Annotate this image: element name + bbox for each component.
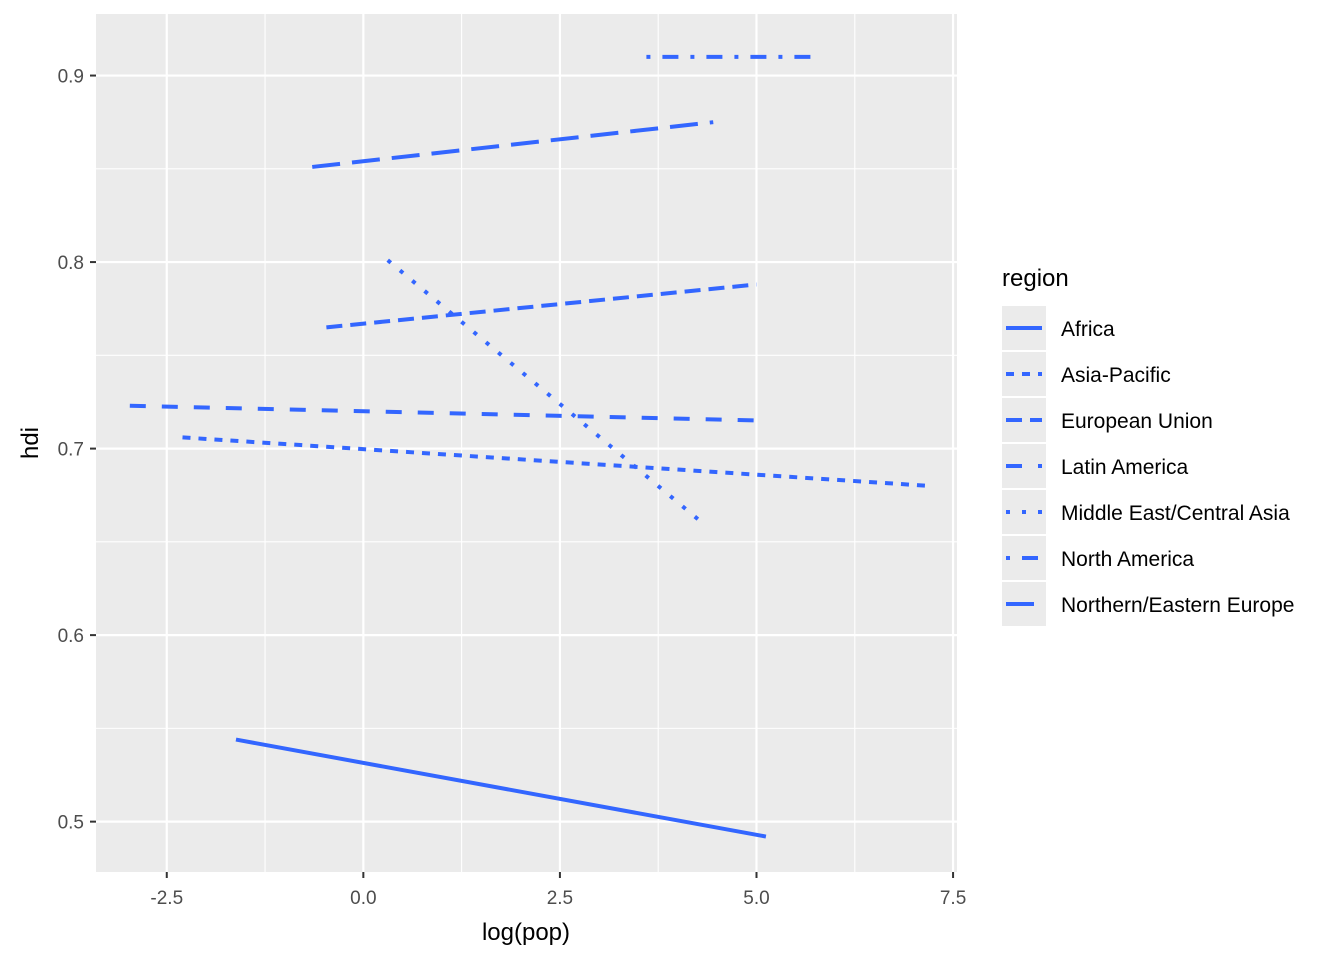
x-tick-label: 5.0 bbox=[743, 888, 769, 909]
legend-label: North America bbox=[1061, 548, 1194, 571]
y-axis: 0.5 0.6 0.7 0.8 0.9 bbox=[58, 67, 96, 834]
x-axis-title: log(pop) bbox=[482, 919, 570, 946]
x-tick-label: 2.5 bbox=[547, 888, 573, 909]
legend-label: Asia-Pacific bbox=[1061, 364, 1171, 387]
series-line-6 bbox=[312, 120, 714, 169]
grid-minor bbox=[96, 14, 957, 872]
series-line-4 bbox=[386, 258, 700, 522]
series-line-0 bbox=[235, 737, 767, 839]
series-line-1 bbox=[182, 435, 930, 488]
y-tick-label: 0.8 bbox=[58, 253, 84, 274]
y-axis-title: hdi bbox=[17, 427, 44, 459]
series-line-2 bbox=[326, 282, 757, 330]
y-tick-label: 0.5 bbox=[58, 813, 84, 834]
x-tick-label: -2.5 bbox=[150, 888, 183, 909]
legend-label: European Union bbox=[1061, 410, 1213, 433]
legend-label: Africa bbox=[1061, 318, 1115, 341]
legend: region Africa Asia-Pacific European Union L… bbox=[1002, 265, 1294, 626]
plot-panel bbox=[96, 14, 957, 872]
legend-label: Latin America bbox=[1061, 456, 1189, 479]
legend-label: Middle East/Central Asia bbox=[1061, 502, 1290, 525]
y-tick-label: 0.9 bbox=[58, 67, 84, 88]
y-tick-label: 0.6 bbox=[58, 626, 84, 647]
series-line-3 bbox=[129, 403, 765, 423]
y-tick-label: 0.7 bbox=[58, 440, 84, 461]
grid-major bbox=[96, 14, 957, 872]
legend-title: region bbox=[1002, 265, 1069, 292]
legend-label: Northern/Eastern Europe bbox=[1061, 594, 1294, 617]
legend-items: Africa Asia-Pacific European Union Latin Am… bbox=[1002, 306, 1294, 626]
x-tick-label: 7.5 bbox=[940, 888, 966, 909]
x-axis: -2.5 0.0 2.5 5.0 7.5 bbox=[150, 872, 966, 909]
series-lines bbox=[129, 54, 930, 839]
x-tick-label: 0.0 bbox=[350, 888, 376, 909]
